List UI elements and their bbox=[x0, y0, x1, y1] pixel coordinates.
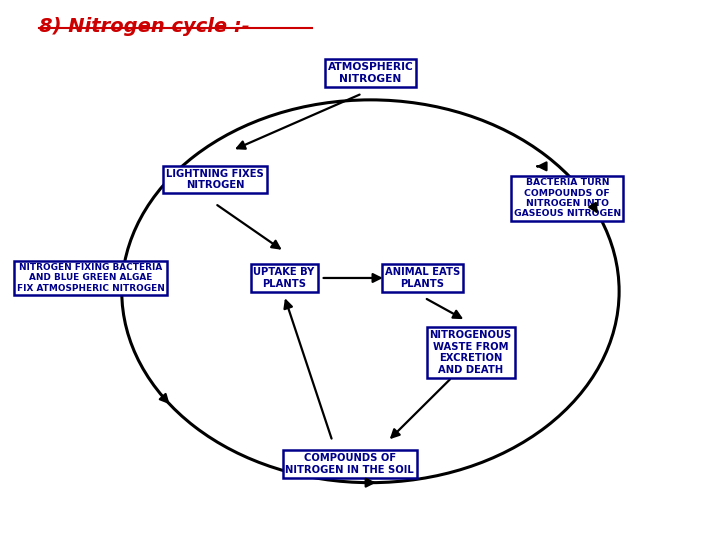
Text: 8) Nitrogen cycle :-: 8) Nitrogen cycle :- bbox=[39, 17, 250, 37]
Text: BACTERIA TURN
COMPOUNDS OF
NITROGEN INTO
GASEOUS NITROGEN: BACTERIA TURN COMPOUNDS OF NITROGEN INTO… bbox=[514, 178, 621, 218]
Text: NITROGEN FIXING BACTERIA
AND BLUE GREEN ALGAE
FIX ATMOSPHERIC NITROGEN: NITROGEN FIXING BACTERIA AND BLUE GREEN … bbox=[17, 263, 165, 293]
Text: LIGHTNING FIXES
NITROGEN: LIGHTNING FIXES NITROGEN bbox=[166, 169, 264, 191]
Text: NITROGENOUS
WASTE FROM
EXCRETION
AND DEATH: NITROGENOUS WASTE FROM EXCRETION AND DEA… bbox=[429, 330, 512, 375]
Text: COMPOUNDS OF
NITROGEN IN THE SOIL: COMPOUNDS OF NITROGEN IN THE SOIL bbox=[285, 453, 414, 475]
Text: ANIMAL EATS
PLANTS: ANIMAL EATS PLANTS bbox=[384, 267, 460, 289]
Text: ATMOSPHERIC
NITROGEN: ATMOSPHERIC NITROGEN bbox=[328, 63, 413, 84]
Text: UPTAKE BY
PLANTS: UPTAKE BY PLANTS bbox=[253, 267, 315, 289]
